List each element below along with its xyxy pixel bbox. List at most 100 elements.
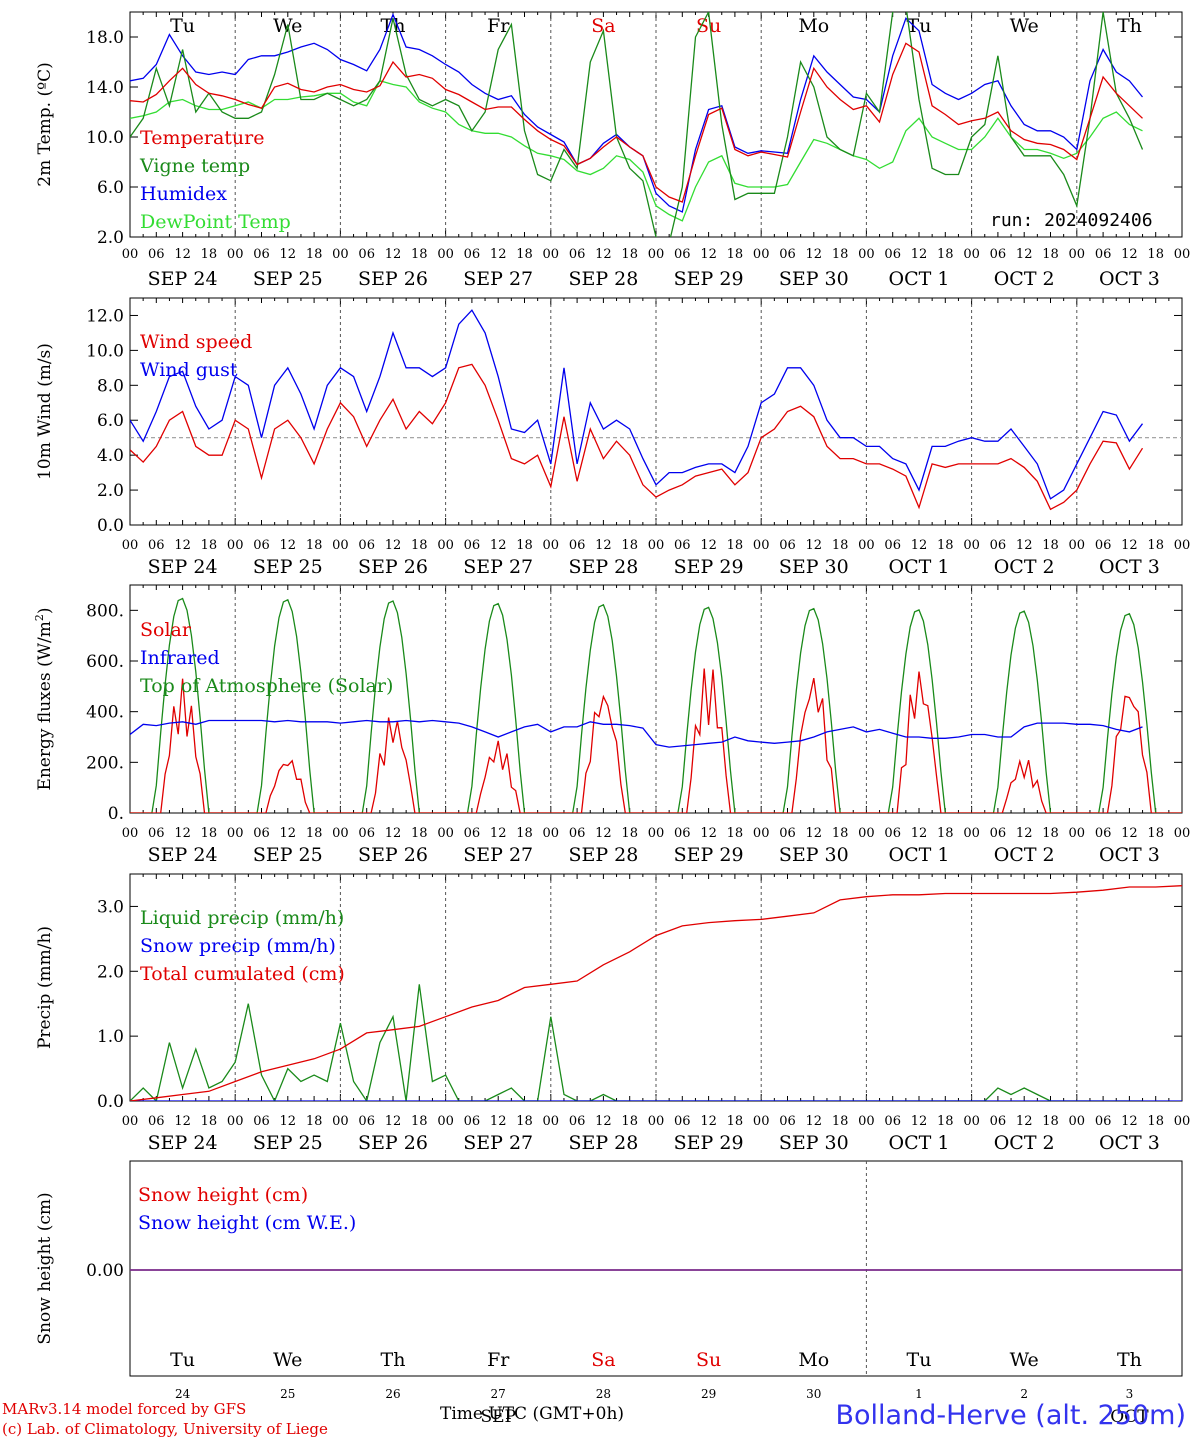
panel-1-hour-label: 18 (727, 247, 744, 262)
panel-2-hour-label: 00 (437, 538, 454, 553)
panel-5-day-number: 29 (701, 1387, 716, 1401)
panel-1-weekday-label: Sa (591, 15, 615, 37)
panel-2-date-label: SEP 24 (148, 556, 218, 578)
panel-2-date-label: SEP 25 (253, 556, 323, 578)
series-toa-solar-line (130, 597, 1182, 813)
panel-4-legend-1: Snow precip (mm/h) (140, 935, 336, 957)
panel-3-hour-label: 12 (1016, 826, 1033, 841)
panel-4-hour-label: 06 (674, 1114, 691, 1129)
panel-1-weekday-label: We (1010, 15, 1039, 37)
panel-3-hour-label: 12 (700, 826, 717, 841)
model-credit: MARv3.14 model forced by GFS (2, 1400, 247, 1418)
panel-3-hour-label: 06 (674, 826, 691, 841)
panel-2-hour-label: 00 (1069, 538, 1086, 553)
panel-4-hour-label: 18 (201, 1114, 218, 1129)
panel-2-hour-label: 00 (753, 538, 770, 553)
panel-5-day-number: 28 (596, 1387, 611, 1401)
panel-4-hour-label: 18 (832, 1114, 849, 1129)
panel-3-hour-label: 00 (963, 826, 980, 841)
panel-5-weekday-label: Tu (907, 1349, 932, 1371)
panel-4-hour-label: 18 (727, 1114, 744, 1129)
panel-3-hour-label: 18 (727, 826, 744, 841)
panel-3-y-axis-label: Energy fluxes (W/m2) (33, 607, 55, 790)
series-wind-gust-line (130, 309, 1144, 500)
panel-4-hour-label: 12 (911, 1114, 928, 1129)
panel-2-date-label: OCT 2 (994, 556, 1055, 578)
panel-3-hour-label: 06 (884, 826, 901, 841)
panel-2-hour-label: 18 (201, 538, 218, 553)
panel-3-date-label: SEP 27 (463, 844, 533, 866)
panel-1-hour-label: 06 (1095, 247, 1112, 262)
panel-1-hour-label: 06 (358, 247, 375, 262)
panel-2-hour-label: 12 (174, 538, 191, 553)
copyright-credit: (c) Lab. of Climatology, University of L… (2, 1420, 328, 1438)
panel-4-hour-label: 12 (280, 1114, 297, 1129)
panel-2-hour-label: 12 (700, 538, 717, 553)
panel-2-hour-label: 18 (306, 538, 323, 553)
panel-3-hour-label: 00 (437, 826, 454, 841)
panel-1-date-label: SEP 28 (568, 268, 638, 290)
panel-4-hour-label: 12 (1121, 1114, 1138, 1129)
panel-2-hour-label: 18 (411, 538, 428, 553)
panel-5-weekday-label: Sa (591, 1349, 615, 1371)
panel-1-y-tick-label: 14.0 (86, 78, 124, 98)
panel-1-hour-label: 00 (858, 247, 875, 262)
panel-4-y-tick-label: 3.0 (97, 897, 124, 917)
panel-1-y-tick-label: 10.0 (86, 128, 124, 148)
panel-2-y-tick-label: 8.0 (97, 376, 124, 396)
panel-3-hour-label: 12 (174, 826, 191, 841)
panel-3-hour-label: 06 (1095, 826, 1112, 841)
panel-1-date-label: SEP 27 (463, 268, 533, 290)
panel-4-date-label: SEP 29 (674, 1132, 744, 1154)
panel-2-hour-label: 12 (280, 538, 297, 553)
panel-3-legend-1: Infrared (140, 647, 220, 669)
panel-4-hour-label: 00 (963, 1114, 980, 1129)
panel-4-hour-label: 00 (753, 1114, 770, 1129)
panel-3-hour-label: 06 (148, 826, 165, 841)
panel-1-hour-label: 18 (201, 247, 218, 262)
panel-3-date-label: SEP 29 (674, 844, 744, 866)
panel-4-date-label: OCT 2 (994, 1132, 1055, 1154)
panel-2-hour-label: 00 (1174, 538, 1191, 553)
panel-1-hour-label: 12 (385, 247, 402, 262)
panel-5-legend-1: Snow height (cm W.E.) (138, 1212, 356, 1234)
panel-2-date-label: SEP 27 (463, 556, 533, 578)
panel-4-hour-label: 00 (858, 1114, 875, 1129)
panel-4-date-label: SEP 26 (358, 1132, 428, 1154)
panel-1-hour-label: 06 (569, 247, 586, 262)
panel-1-hour-label: 06 (464, 247, 481, 262)
panel-2-hour-label: 18 (937, 538, 954, 553)
panel-5-weekday-label: Tu (170, 1349, 195, 1371)
series-liquid-precip-line (130, 984, 1143, 1101)
panel-3-hour-label: 18 (411, 826, 428, 841)
panel-1-y-axis-label: 2m Temp. (ºC) (35, 62, 55, 187)
panel-5-weekday-label: Th (381, 1349, 406, 1371)
panel-3-y-tick-label: 400. (86, 703, 124, 723)
panel-5-weekday-label: Fr (487, 1349, 510, 1371)
panel-2-hour-label: 06 (253, 538, 270, 553)
panel-4-hour-label: 18 (516, 1114, 533, 1129)
panel-5-weekday-label: We (1010, 1349, 1039, 1371)
panel-4-hour-label: 12 (806, 1114, 823, 1129)
panel-1-date-label: SEP 29 (674, 268, 744, 290)
panel-1-hour-label: 00 (227, 247, 244, 262)
panel-5-weekday-label: Mo (798, 1349, 829, 1371)
panel-2-date-label: SEP 30 (779, 556, 849, 578)
panel-3-date-label: SEP 26 (358, 844, 428, 866)
panel-4-hour-label: 06 (253, 1114, 270, 1129)
panel-3-hour-label: 00 (543, 826, 560, 841)
panel-4-hour-label: 00 (1174, 1114, 1191, 1129)
panel-1-hour-label: 12 (280, 247, 297, 262)
panel-2-hour-label: 00 (963, 538, 980, 553)
panel-3-hour-label: 00 (1174, 826, 1191, 841)
panel-1-hour-label: 18 (832, 247, 849, 262)
panel-2-hour-label: 00 (332, 538, 349, 553)
energy-ylabel-main: Energy fluxes (W/m (35, 621, 55, 790)
panel-2-hour-label: 12 (911, 538, 928, 553)
panel-1-hour-label: 12 (1121, 247, 1138, 262)
time-axis-title: Time UTC (GMT+0h) (440, 1404, 625, 1424)
panel-1-hour-label: 00 (543, 247, 560, 262)
panel-4-y-tick-label: 0.0 (97, 1092, 124, 1112)
panel-1-date-label: SEP 24 (148, 268, 218, 290)
panel-3-hour-label: 18 (621, 826, 638, 841)
